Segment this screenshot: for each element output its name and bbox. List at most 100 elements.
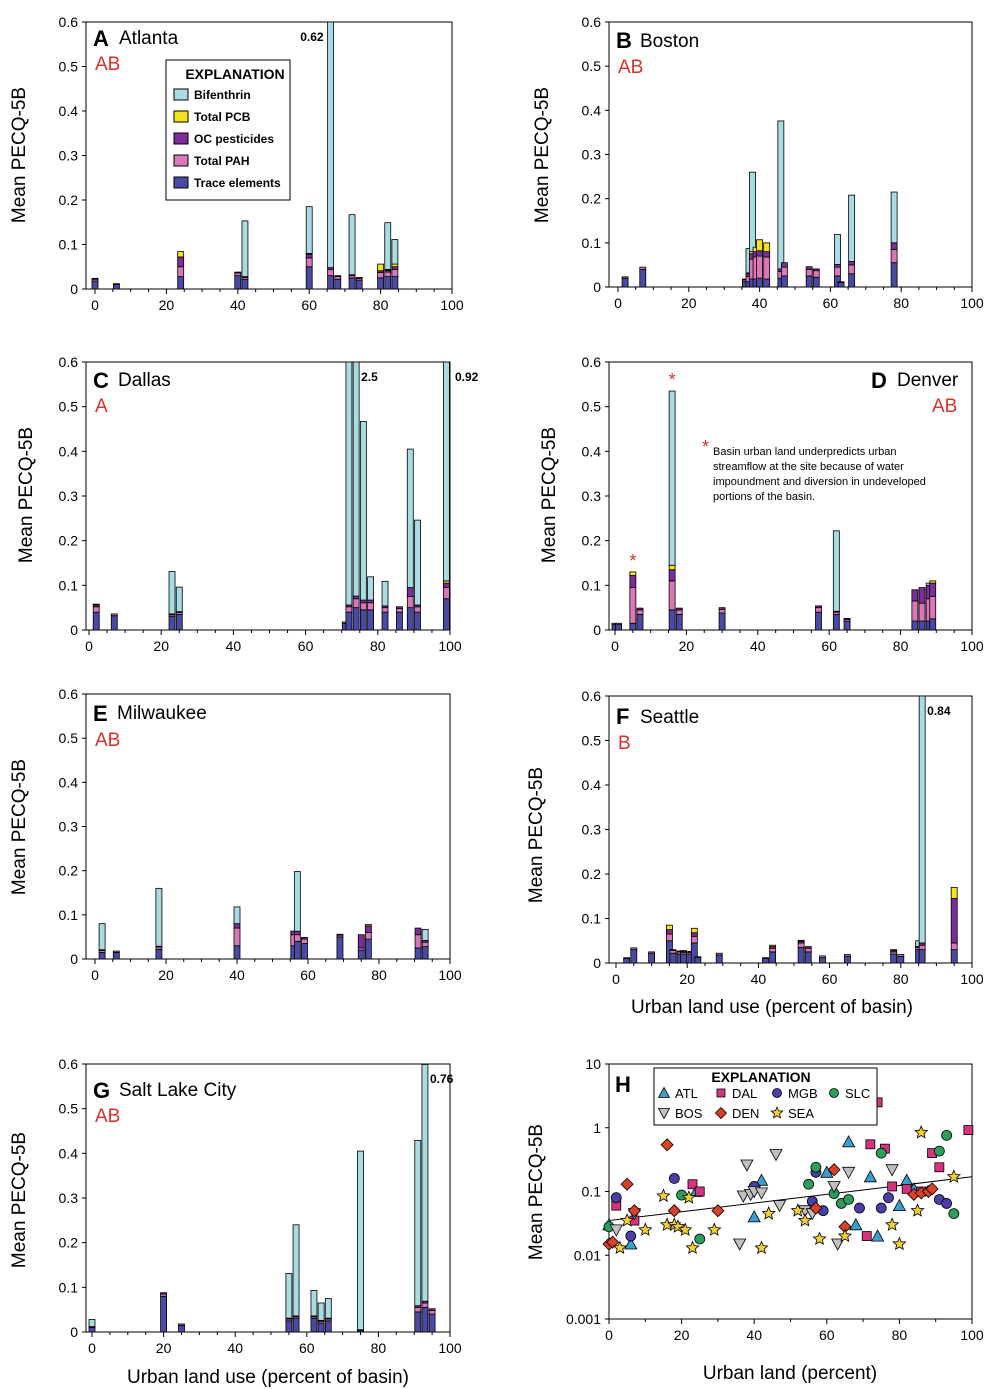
panel-h-point-bos — [733, 1238, 747, 1251]
panel-d-bar-bif — [832, 530, 840, 612]
panel-f-overflow-value: 0.84 — [927, 704, 951, 718]
panel-b-frame — [608, 21, 973, 288]
panel-b-bar-trace — [621, 277, 629, 288]
panel-g-city-title: Salt Lake City — [119, 1080, 237, 1101]
panel-a-bar-trace — [384, 276, 392, 290]
panel-d-bar-oc — [918, 587, 926, 604]
panel-c-bar-oc — [442, 582, 450, 588]
panel-h-point-mgb — [854, 1202, 865, 1214]
panel-d-denver: Mean PECQ-5B D Denver AB 0 0.1 0.2 0.3 0.4 0.… — [539, 354, 984, 654]
panel-a-bar-trace — [305, 266, 313, 290]
panel-e-bar-trace — [293, 940, 301, 960]
panel-e-y-ticks: 0 0.1 0.2 0.3 0.4 0.5 0.6 — [59, 686, 86, 967]
panel-h-point-mgb — [610, 1192, 622, 1204]
panel-c-bar-trace — [442, 598, 450, 631]
panel-h-y-tick-label: 1 — [593, 1120, 601, 1136]
legend-swatch-oc — [173, 132, 189, 145]
panel-b-bar-pah — [756, 255, 763, 279]
panel-f-method-code: B — [618, 733, 631, 754]
panel-f-bar-trace — [630, 949, 638, 964]
panel-a-annotations: 0.62 — [300, 30, 324, 44]
scatter-legend-marker-den — [714, 1106, 728, 1120]
panel-h-point-mgb — [883, 1192, 894, 1204]
panel-g-x-tick-label: 0 — [88, 1340, 96, 1356]
panel-a-y-tick-label: 0.2 — [59, 192, 79, 208]
panel-a-bar-pah — [384, 271, 392, 277]
panel-a-x-tick-label: 20 — [159, 297, 175, 313]
panel-d-bar-pcb — [929, 580, 937, 584]
panel-a-x-tick-label: 0 — [91, 297, 99, 313]
panel-c-bar-trace — [92, 611, 100, 631]
panel-a-bar-oc — [91, 277, 99, 280]
panel-e-bar-pah — [301, 938, 308, 944]
panel-h-point-atl — [870, 1229, 885, 1242]
panel-d-y-tick-label: 0.3 — [582, 488, 602, 504]
panel-c-bar-trace — [345, 611, 353, 631]
panel-b-x-tick-label: 40 — [752, 295, 768, 311]
panel-h-point-dal — [963, 1125, 974, 1135]
panel-h-point-mgb — [875, 1202, 887, 1214]
panel-d-bar-pah — [615, 622, 622, 626]
panel-c-bars — [92, 361, 450, 631]
panel-g-bar-trace — [310, 1318, 318, 1333]
panel-h-point-slc — [676, 1189, 687, 1201]
panel-c-dallas: Mean PECQ-5B C Dallas A 0 0.1 0.2 0.3 0.4 0.5… — [16, 354, 479, 654]
panel-h-point-bos — [736, 1190, 750, 1203]
scatter-legend-marker-bos — [657, 1108, 671, 1120]
panel-f-y-ticks: 0 0.1 0.2 0.3 0.4 0.5 0.6 — [582, 688, 609, 971]
panel-c-bar-oc — [359, 599, 367, 604]
panel-h-point-den — [711, 1204, 725, 1218]
panel-g-bar-bif — [88, 1319, 96, 1328]
panel-d-x-tick-label: 60 — [821, 638, 837, 654]
panel-d-bar-oc — [636, 607, 644, 611]
panel-h-point-slc — [694, 1233, 706, 1245]
panel-g-x-tick-label: 40 — [227, 1340, 243, 1356]
panel-g-bar-pah — [178, 1323, 185, 1326]
panel-h-point-bos — [885, 1164, 899, 1177]
panel-c-overflow-value: 0.92 — [455, 370, 479, 384]
panel-h-point-dal — [861, 1231, 872, 1241]
panel-c-bar-pah — [442, 587, 450, 600]
denver-footnote-line: streamflow at the site because of water — [713, 461, 904, 473]
panel-f-bar-oc — [690, 932, 698, 937]
panel-c-bar-bif — [359, 421, 367, 601]
scatter-legend-items: ATL DAL MGB SLC BOS DEN SEA — [657, 1086, 870, 1121]
panel-c-x-tick-label: 20 — [153, 638, 169, 654]
panel-e-bars — [98, 871, 429, 960]
panel-c-y-ticks: 0 0.1 0.2 0.3 0.4 0.5 0.6 — [59, 354, 86, 638]
panel-e-milwaukee: Mean PECQ-5B E Milwaukee AB 0 0.1 0.2 0.3 0.… — [9, 686, 462, 983]
panel-g-method-code: AB — [95, 1106, 120, 1127]
panel-a-bar-bif — [305, 206, 313, 254]
panel-d-x-tick-label: 40 — [750, 638, 766, 654]
panel-a-bar-trace — [327, 275, 335, 290]
panel-a-y-axis-label: Mean PECQ-5B — [9, 87, 30, 223]
panel-c-bar-pah — [359, 602, 367, 611]
panel-a-x-ticks: 0 20 40 60 80 100 — [91, 289, 464, 313]
panel-e-bar-pah — [112, 950, 120, 953]
panel-f-bar-trace — [819, 957, 826, 964]
panel-f-bar-pah — [623, 957, 631, 959]
panel-d-bar-trace — [675, 613, 683, 631]
panel-c-x-tick-label: 60 — [298, 638, 314, 654]
panel-b-y-axis-label: Mean PECQ-5B — [532, 87, 553, 223]
panel-a-y-tick-label: 0.5 — [59, 59, 79, 75]
panel-h-point-sea — [892, 1236, 907, 1251]
panel-h-point-mgb — [625, 1230, 637, 1242]
panel-h-point-bos — [827, 1181, 841, 1194]
panel-f-bar-pah — [797, 942, 805, 948]
panel-h-point-atl — [863, 1169, 878, 1183]
panel-g-bar-bif — [285, 1273, 293, 1319]
panel-e-bar-bif — [155, 887, 163, 947]
panel-e-bar-trace — [414, 947, 422, 960]
panel-a-bar-bif — [384, 222, 392, 270]
panel-h-x-axis-label: Urban land (percent) — [703, 1363, 877, 1384]
panel-d-x-tick-label: 80 — [893, 638, 909, 654]
panel-b-bar-oc — [756, 250, 763, 257]
panel-e-x-tick-label: 100 — [438, 967, 462, 983]
panel-c-bar-bif — [406, 448, 414, 588]
panel-f-city-title: Seattle — [640, 707, 699, 728]
panel-a-bar-trace — [177, 276, 185, 290]
panel-f-bar-trace — [804, 951, 812, 964]
panel-h-y-tick-label: 10 — [585, 1056, 601, 1072]
panel-c-y-tick-label: 0.4 — [59, 443, 79, 459]
